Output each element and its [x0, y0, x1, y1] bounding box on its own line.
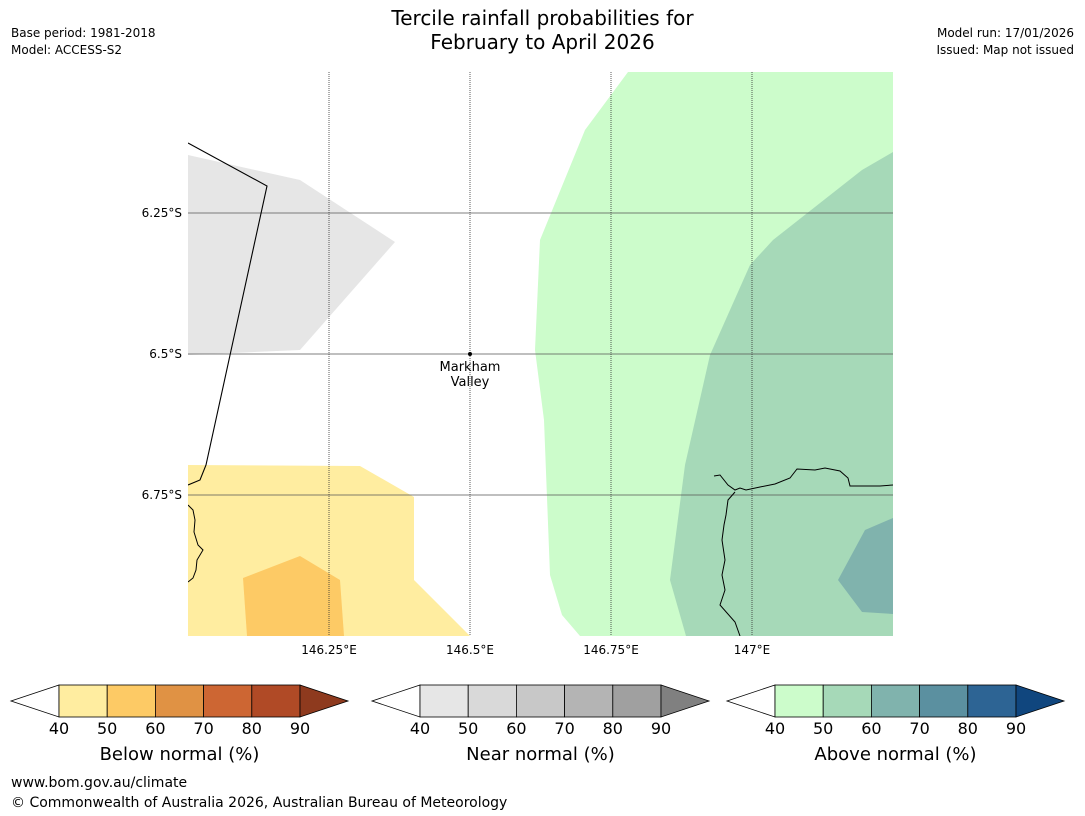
below-normal-colorbar-segment	[203, 684, 253, 718]
footer-copyright: © Commonwealth of Australia 2026, Austra…	[11, 795, 508, 811]
near-normal-colorbar-segment	[419, 684, 469, 718]
near-normal-colorbar-min-extension	[370, 684, 421, 718]
footer-url: www.bom.gov.au/climate	[11, 775, 188, 791]
above-normal-colorbar-tick: 80	[957, 719, 978, 738]
above-normal-colorbar-min-extension	[725, 684, 776, 718]
above-normal-60-region	[838, 518, 893, 614]
lon-label-146-75e: 146.75°E	[583, 643, 639, 657]
above-normal-colorbar-tick: 40	[764, 719, 786, 738]
above-normal-colorbar-tick: 50	[813, 719, 834, 738]
near-normal-colorbar-tick: 60	[506, 719, 527, 738]
below-normal-colorbar	[9, 684, 350, 718]
lat-label-6-75s: 6.75°S	[141, 488, 182, 502]
above-normal-colorbar-segment	[967, 684, 1017, 718]
near-normal-colorbar-max-extension	[660, 684, 711, 718]
lon-label-146-5e: 146.5°E	[446, 643, 494, 657]
above-normal-colorbar-max-extension	[1015, 684, 1066, 718]
east-coastline	[713, 467, 893, 491]
below-normal-colorbar-min-extension	[9, 684, 60, 718]
below-normal-colorbar-tick: 80	[241, 719, 262, 738]
map-title: Tercile rainfall probabilities for Febru…	[0, 6, 1085, 54]
map-title-line2: February to April 2026	[430, 30, 655, 54]
below-normal-colorbar-tick: 90	[289, 719, 311, 738]
near-normal-colorbar-tick: 80	[602, 719, 623, 738]
near-normal-colorbar-tick: 50	[458, 719, 479, 738]
below-normal-colorbar-segment	[251, 684, 301, 718]
place-label-line2: Valley	[450, 375, 490, 390]
near-normal-colorbar	[370, 684, 711, 718]
map-canvas	[188, 72, 893, 636]
river-outline	[719, 491, 741, 636]
map-title-line1: Tercile rainfall probabilities for	[391, 6, 694, 30]
near-normal-colorbar-segment	[564, 684, 614, 718]
below-normal-colorbar-segment	[154, 684, 204, 718]
above-normal-colorbar-segment	[919, 684, 969, 718]
metadata-left: Base period: 1981-2018 Model: ACCESS-S2	[11, 25, 156, 59]
above-normal-colorbar-tick: 70	[909, 719, 930, 738]
lon-label-146-25e: 146.25°E	[301, 643, 357, 657]
near-normal-colorbar-segment	[516, 684, 566, 718]
below-normal-colorbar-segment	[58, 684, 108, 718]
metadata-right: Model run: 17/01/2026 Issued: Map not is…	[936, 25, 1074, 59]
lat-label-6-25s: 6.25°S	[141, 206, 182, 220]
place-label: Markham Valley	[420, 360, 520, 390]
model-text: Model: ACCESS-S2	[11, 43, 123, 57]
near-normal-colorbar-segment	[467, 684, 517, 718]
boundary-line	[188, 142, 268, 486]
above-normal-colorbar-segment	[871, 684, 921, 718]
below-normal-colorbar-tick: 40	[48, 719, 70, 738]
issued-text: Issued: Map not issued	[936, 43, 1074, 57]
below-normal-colorbar-max-extension	[299, 684, 350, 718]
near-normal-colorbar-tick: 90	[650, 719, 672, 738]
above-normal-colorbar-tick: 60	[861, 719, 882, 738]
near-normal-colorbar-tick: 40	[409, 719, 431, 738]
lon-label-147e: 147°E	[733, 643, 771, 657]
markham-valley-marker	[468, 352, 472, 356]
below-normal-colorbar-segment	[106, 684, 156, 718]
near-normal-colorbar-tick: 70	[554, 719, 575, 738]
above-normal-colorbar-segment	[822, 684, 872, 718]
below-normal-colorbar-tick: 70	[193, 719, 214, 738]
below-normal-50-region	[243, 556, 344, 636]
lat-label-6-5s: 6.5°S	[149, 347, 182, 361]
below-normal-colorbar-label: Below normal (%)	[99, 744, 260, 765]
above-normal-colorbar	[725, 684, 1066, 718]
above-normal-colorbar-segment	[774, 684, 824, 718]
model-run-text: Model run: 17/01/2026	[936, 26, 1074, 40]
near-normal-colorbar-segment	[612, 684, 662, 718]
near-normal-region	[188, 155, 395, 355]
below-normal-colorbar-tick: 50	[97, 719, 118, 738]
above-normal-colorbar-tick: 90	[1005, 719, 1027, 738]
colorbars	[9, 684, 1066, 718]
place-label-line1: Markham	[439, 360, 501, 375]
base-period-text: Base period: 1981-2018	[11, 26, 156, 40]
near-normal-colorbar-label: Near normal (%)	[466, 744, 615, 765]
above-normal-colorbar-label: Above normal (%)	[814, 744, 977, 765]
below-normal-colorbar-tick: 60	[145, 719, 166, 738]
west-coastline	[188, 504, 204, 583]
latitude-gridlines	[188, 212, 893, 496]
